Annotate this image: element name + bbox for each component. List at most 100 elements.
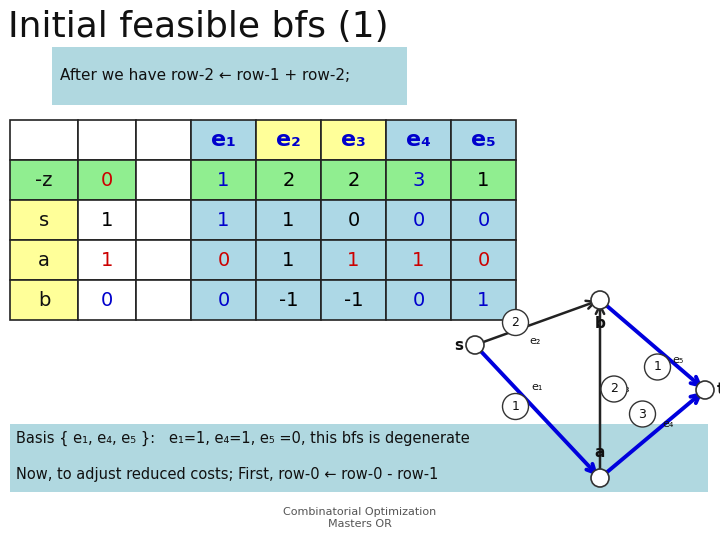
Bar	[10, 120, 78, 160]
Text: 2: 2	[610, 382, 618, 395]
Bar	[136, 160, 191, 200]
Text: e₁: e₁	[211, 130, 236, 150]
Text: 0: 0	[217, 291, 230, 309]
Bar	[191, 160, 256, 200]
Bar	[386, 120, 451, 160]
Text: t: t	[717, 382, 720, 397]
Bar	[321, 120, 386, 160]
Text: 3: 3	[413, 171, 425, 190]
Text: 1: 1	[654, 361, 662, 374]
Text: 0: 0	[347, 211, 359, 229]
Text: 1: 1	[101, 251, 113, 269]
Bar	[10, 200, 78, 240]
Text: 0: 0	[413, 291, 425, 309]
Circle shape	[503, 394, 528, 420]
Bar	[78, 160, 136, 200]
Bar	[321, 240, 386, 280]
Bar	[78, 240, 136, 280]
Bar	[136, 200, 191, 240]
Text: e₂: e₂	[530, 336, 541, 347]
Text: Combinatorial Optimization: Combinatorial Optimization	[284, 507, 436, 517]
Bar	[451, 280, 516, 320]
Circle shape	[591, 291, 609, 309]
Text: 1: 1	[413, 251, 425, 269]
Text: s: s	[454, 338, 463, 353]
Text: 0: 0	[477, 251, 490, 269]
Bar	[191, 280, 256, 320]
Bar	[136, 120, 191, 160]
Bar	[451, 120, 516, 160]
Text: Now, to adjust reduced costs; First, row-0 ← row-0 - row-1: Now, to adjust reduced costs; First, row…	[16, 467, 438, 482]
Bar	[321, 200, 386, 240]
Circle shape	[503, 309, 528, 335]
Text: 1: 1	[477, 291, 490, 309]
Bar	[256, 200, 321, 240]
Bar	[386, 200, 451, 240]
Circle shape	[629, 401, 655, 427]
Bar	[386, 240, 451, 280]
Bar	[451, 160, 516, 200]
Text: 1: 1	[217, 211, 230, 229]
Bar	[136, 240, 191, 280]
Bar	[321, 280, 386, 320]
Text: Masters OR: Masters OR	[328, 519, 392, 529]
Text: Initial feasible bfs (1): Initial feasible bfs (1)	[8, 10, 389, 44]
Text: e₄: e₄	[662, 419, 674, 429]
Text: a: a	[38, 251, 50, 269]
Bar	[10, 160, 78, 200]
Bar	[386, 160, 451, 200]
Bar	[256, 120, 321, 160]
Bar	[451, 200, 516, 240]
Bar	[451, 240, 516, 280]
Text: 0: 0	[101, 291, 113, 309]
Text: 1: 1	[101, 211, 113, 229]
Bar	[10, 280, 78, 320]
Text: -1: -1	[279, 291, 298, 309]
Bar	[256, 280, 321, 320]
Text: b: b	[595, 316, 606, 331]
Text: b: b	[38, 291, 50, 309]
Circle shape	[466, 336, 484, 354]
Text: 1: 1	[282, 211, 294, 229]
Bar	[78, 200, 136, 240]
Text: 1: 1	[282, 251, 294, 269]
Text: 1: 1	[217, 171, 230, 190]
Text: a: a	[595, 445, 606, 460]
Text: 2: 2	[512, 316, 519, 329]
Text: e₅: e₅	[672, 355, 684, 365]
Bar	[10, 240, 78, 280]
Text: 0: 0	[101, 171, 113, 190]
Bar	[191, 200, 256, 240]
Text: 0: 0	[217, 251, 230, 269]
Text: 1: 1	[347, 251, 360, 269]
Text: After we have row-2 ← row-1 + row-2;: After we have row-2 ← row-1 + row-2;	[60, 69, 350, 84]
Circle shape	[696, 381, 714, 399]
Bar	[136, 280, 191, 320]
Bar	[321, 160, 386, 200]
Text: 3: 3	[639, 408, 647, 421]
Text: e₃: e₃	[341, 130, 366, 150]
Text: -z: -z	[35, 171, 53, 190]
Text: 0: 0	[413, 211, 425, 229]
Text: 2: 2	[347, 171, 360, 190]
Bar	[191, 120, 256, 160]
Bar	[386, 280, 451, 320]
Text: e₄: e₄	[406, 130, 431, 150]
FancyBboxPatch shape	[10, 424, 708, 492]
Bar	[256, 240, 321, 280]
Text: e₂: e₂	[276, 130, 301, 150]
Text: Basis { e₁, e₄, e₅ }:   e₁=1, e₄=1, e₅ =0, this bfs is degenerate: Basis { e₁, e₄, e₅ }: e₁=1, e₄=1, e₅ =0,…	[16, 430, 469, 445]
Bar	[78, 280, 136, 320]
Text: 1: 1	[477, 171, 490, 190]
Text: -1: -1	[343, 291, 364, 309]
Text: s: s	[39, 211, 49, 229]
FancyBboxPatch shape	[52, 47, 407, 105]
Circle shape	[601, 376, 627, 402]
Text: 0: 0	[477, 211, 490, 229]
Text: e₁: e₁	[532, 382, 543, 393]
Circle shape	[644, 354, 670, 380]
Circle shape	[591, 469, 609, 487]
Text: e₅: e₅	[471, 130, 496, 150]
Bar	[78, 120, 136, 160]
Text: 1: 1	[512, 400, 519, 413]
